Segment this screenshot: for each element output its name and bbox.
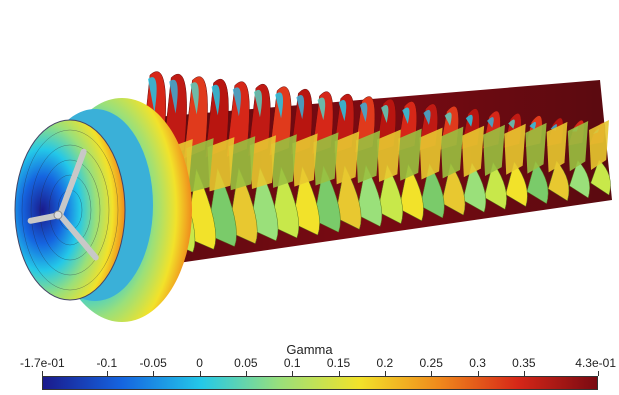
wake-sheet-highlight: [148, 77, 157, 113]
colorbar-tick-label: -0.1: [96, 356, 118, 370]
colorbar-tick-mark: [106, 371, 108, 376]
colorbar-tick-label: 0.35: [512, 356, 536, 370]
wake-sheet-mid: [483, 124, 505, 176]
colorbar-tick-label: 0.25: [419, 356, 443, 370]
colorbar-tick-label: 4.3e-01: [575, 356, 616, 370]
colorbar-tick-mark: [598, 371, 599, 376]
rotor-spinner: [53, 210, 63, 220]
hub-contour: [21, 129, 119, 291]
hub-contour: [48, 174, 92, 246]
colorbar-tick-mark: [384, 371, 386, 376]
hub-face: [14, 119, 126, 301]
wake-sheet-mid: [525, 122, 547, 174]
wake-sheet-mid: [334, 131, 360, 185]
wake-sheet-mid: [546, 121, 568, 173]
wake-sheet-highlight: [402, 107, 410, 124]
colorbar-tick-mark: [245, 371, 247, 376]
rotor-hub: [14, 98, 192, 322]
colorbar-tick-label: 0: [196, 356, 203, 370]
wake-sheet-lower: [526, 160, 549, 204]
wake-sheet-highlight: [444, 112, 452, 126]
wake-sheet-mid: [313, 132, 339, 186]
colorbar-tick-mark: [153, 371, 155, 376]
wake-sheet-mid: [419, 127, 443, 180]
colorbar-tick-label: 0.05: [234, 356, 258, 370]
wake-sheet-mid: [249, 135, 277, 190]
wake-sheet-highlight: [338, 99, 347, 122]
wake-sheet-lower: [569, 159, 590, 199]
colorbar-tick-label: 0.15: [326, 356, 351, 370]
colorbar-tick-label: 0.1: [283, 356, 301, 370]
wake-sheet-highlight: [465, 114, 473, 127]
wake-sheet-lower: [547, 160, 570, 202]
wake-sheet-mid: [440, 126, 464, 179]
colorbar-tick-mark: [292, 371, 294, 376]
wake-sheet-highlight: [232, 87, 241, 117]
wake-sheet-highlight: [423, 109, 431, 125]
colorbar-tick-labels: -1.7e-01 -0.1 -0.05 0 0.05 0.1 0.15 0.2 0.25 0.3 0…: [0, 356, 619, 372]
rotor-blade: [57, 148, 87, 218]
wake-sheet-mid: [398, 128, 422, 181]
wake-sheets: [120, 71, 612, 270]
hub-contour: [39, 159, 101, 261]
colorbar-tick-mark: [431, 371, 433, 376]
vortex-wake-render[interactable]: [0, 0, 619, 340]
colorbar-tick-label: 0.3: [469, 356, 486, 370]
colorbar-title: Gamma: [286, 342, 333, 357]
wake-sheet-highlight: [253, 89, 262, 118]
colorbar-tick-label: -1.7e-01: [20, 356, 65, 370]
colorbar-gradient: [42, 376, 598, 390]
wake-sheet-highlight: [529, 121, 536, 130]
wake-sheet-mid: [228, 136, 256, 191]
wake-sheet-mid: [504, 123, 526, 175]
wake-sheet-mid: [377, 129, 401, 182]
wake-sheet-highlight: [169, 79, 178, 114]
wake-sheet-mid: [567, 120, 589, 172]
wake-sheet-mid: [207, 137, 235, 192]
wake-sheet-highlight: [508, 119, 515, 129]
wake-sheet-mid: [271, 134, 297, 188]
hub-contour: [30, 144, 110, 276]
colorbar-tick-mark: [523, 371, 525, 376]
wake-sheet-highlight: [211, 84, 220, 116]
colorbar-tick-label: 0.2: [376, 356, 394, 370]
wake-sheet-highlight: [190, 82, 199, 115]
wake-sheet-mid: [186, 138, 214, 193]
rotor-blade: [57, 212, 99, 261]
wake-sheet-mid: [355, 130, 381, 184]
wake-sheet-highlight: [296, 94, 305, 120]
wake-sheet-mid: [589, 120, 609, 170]
colorbar-tick-mark: [338, 371, 340, 376]
colorbar-tick-mark: [42, 371, 43, 376]
wake-sheet-highlight: [317, 97, 326, 121]
wake-sheet-highlight: [359, 102, 368, 123]
colorbar-tick-label: -0.05: [139, 356, 167, 370]
colorbar-tick-mark: [199, 371, 201, 376]
wake-sheet-mid: [292, 133, 318, 187]
wake-sheet-mid: [461, 125, 485, 178]
wake-sheet-highlight: [381, 104, 389, 123]
wake-sheet-highlight: [487, 117, 494, 128]
wake-sheet-highlight: [275, 92, 284, 119]
wake-sheet-lower: [590, 159, 611, 196]
colorbar-tick-mark: [477, 371, 479, 376]
